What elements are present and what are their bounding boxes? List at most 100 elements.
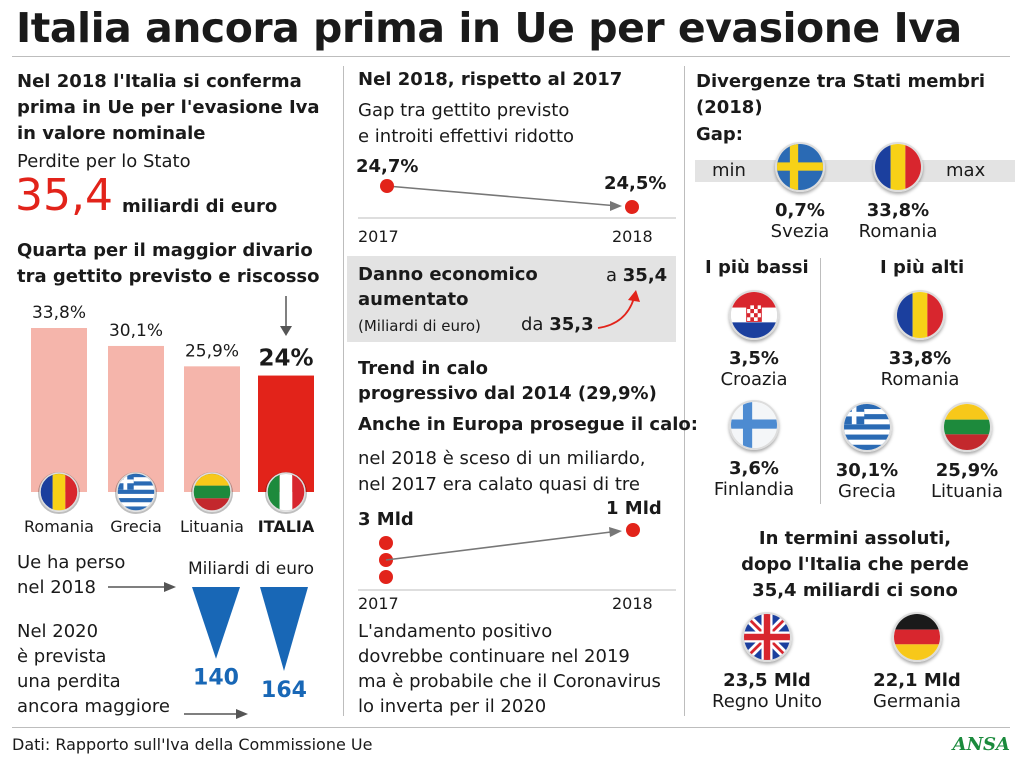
bar-grecia — [108, 345, 164, 492]
flag-lituania-icon — [191, 472, 233, 514]
min-country: Svezia — [770, 221, 830, 242]
outlook-line: ma è probabile che il Coronavirus — [358, 671, 661, 692]
highest-country: Lituania — [931, 481, 1003, 502]
rank-heading-line: Quarta per il maggior divario — [17, 240, 313, 261]
gap-description-line: e introiti effettivi ridotto — [358, 126, 575, 147]
damage-unit: (Miliardi di euro) — [358, 317, 481, 335]
europe-heading: Anche in Europa prosegue il calo: — [358, 414, 698, 435]
eu-lost-line: Ue ha perso — [17, 552, 126, 573]
lowest-country: Finlandia — [713, 479, 795, 500]
forecast-line: Nel 2020 — [17, 621, 99, 642]
lowest-country: Croazia — [720, 369, 788, 390]
footer-divider — [12, 727, 1010, 728]
gap-description-line: Gap tra gettito previsto — [358, 100, 570, 121]
trend-heading-line: Trend in calo — [358, 358, 488, 379]
flag-lithuania-icon — [942, 402, 992, 452]
flag-croatia-icon — [729, 290, 779, 340]
left-heading: Nel 2018 l'Italia si conferma prima in U… — [17, 69, 320, 147]
damage-from: da 35,3 — [521, 314, 594, 335]
europe-point-label: 1 Mld — [606, 498, 662, 519]
outlook-line: dovrebbe continuare nel 2019 — [358, 646, 630, 667]
trend-heading: Trend in calo progressivo dal 2014 (29,9… — [358, 356, 657, 406]
gap-point — [625, 200, 639, 214]
absolute-country: Regno Unito — [712, 691, 822, 712]
forecast-label: Nel 2020 è prevista una perdita ancora m… — [17, 619, 170, 719]
title-divider — [12, 56, 1010, 57]
bar-category-label: ITALIA — [258, 517, 315, 536]
source-note: Dati: Rapporto sull'Iva della Commission… — [12, 735, 373, 754]
damage-heading-line: Danno economico — [358, 264, 538, 285]
gap-x-tick: 2017 — [358, 227, 399, 246]
absolute-heading: In termini assoluti, dopo l'Italia che p… — [700, 526, 1010, 604]
lowest-highest-divider — [820, 258, 821, 504]
gap-label: Gap: — [696, 124, 744, 145]
right-heading-line: (2018) — [696, 97, 763, 118]
absolute-heading-line: 35,4 miliardi ci sono — [752, 580, 958, 601]
europe-description: nel 2018 è sceso di un miliardo, nel 201… — [358, 446, 646, 498]
gap-point-label: 24,5% — [604, 173, 666, 194]
forecast-line: è prevista — [17, 646, 107, 667]
ansa-logo: ANSA — [952, 734, 1010, 755]
column-divider-2 — [684, 66, 685, 716]
europe-description-line: nel 2017 era calato quasi di tre — [358, 474, 640, 495]
flag-romania-icon — [895, 290, 945, 340]
outlook-line: L'andamento positivo — [358, 621, 553, 642]
left-heading-line: Nel 2018 l'Italia si conferma — [17, 71, 302, 92]
damage-to-prefix: a — [606, 265, 618, 286]
gap-trend-line — [386, 185, 619, 207]
highest-item: 30,1% Grecia — [817, 460, 917, 502]
absolute-value: 22,1 Mld — [873, 670, 961, 691]
bar-italia — [258, 375, 314, 492]
bar-category-label: Grecia — [110, 517, 162, 536]
forecast-line: una perdita — [17, 671, 121, 692]
highest-heading: I più alti — [880, 257, 965, 278]
bar-value-label: 24% — [258, 346, 313, 372]
flag-romania-icon — [38, 472, 80, 514]
gap-max-label: max — [946, 160, 986, 181]
right-heading-line: Divergenze tra Stati membri — [696, 71, 986, 92]
arrow-right-icon — [609, 527, 622, 537]
max-value: 33,8% — [866, 200, 930, 221]
highest-item: 25,9% Lituania — [917, 460, 1017, 502]
arrow-right-icon — [184, 709, 248, 719]
europe-x-tick: 2018 — [612, 594, 653, 613]
highest-country: Romania — [880, 369, 960, 390]
losses-unit: miliardi di euro — [122, 196, 278, 217]
lowest-item: 3,6% Finlandia — [704, 458, 804, 500]
flag-grecia-icon — [115, 472, 157, 514]
europe-description-line: nel 2018 è sceso di un miliardo, — [358, 448, 646, 469]
forecast-line: ancora maggiore — [17, 696, 171, 717]
europe-point-2018 — [626, 523, 640, 537]
damage-box — [347, 256, 676, 342]
min-country-block: 0,7% Svezia — [750, 200, 850, 242]
europe-x-tick: 2017 — [358, 594, 399, 613]
eu-lost-line: nel 2018 — [17, 577, 97, 598]
absolute-value: 23,5 Mld — [723, 670, 811, 691]
damage-heading-line: aumentato — [358, 289, 469, 310]
gap-x-tick: 2018 — [612, 227, 653, 246]
europe-trend-line — [385, 530, 620, 561]
absolute-country: Germania — [872, 691, 962, 712]
gap-point — [380, 179, 394, 193]
damage-from-prefix: da — [521, 314, 544, 335]
absolute-heading-line: dopo l'Italia che perde — [741, 554, 969, 575]
gap-min-label: min — [712, 160, 746, 181]
lowest-value: 3,5% — [729, 348, 779, 369]
right-heading: Divergenze tra Stati membri (2018) — [696, 69, 985, 121]
flag-uk-icon — [742, 612, 792, 662]
rank-heading: Quarta per il maggior divario tra gettit… — [17, 238, 320, 290]
outlook-line: lo inverta per il 2020 — [358, 696, 547, 717]
absolute-item: 22,1 Mld Germania — [847, 670, 987, 712]
rank-heading-line: tra gettito previsto e riscosso — [17, 266, 320, 287]
column-divider-1 — [343, 66, 344, 716]
damage-to: a 35,4 — [606, 265, 667, 286]
page-title: Italia ancora prima in Ue per evasione I… — [16, 4, 962, 52]
absolute-item: 23,5 Mld Regno Unito — [697, 670, 837, 712]
absolute-heading-line: In termini assoluti, — [758, 528, 952, 549]
highest-item: 33,8% Romania — [860, 348, 980, 390]
europe-point-2017 — [379, 536, 393, 550]
flag-italia-icon — [265, 472, 307, 514]
lowest-heading: I più bassi — [705, 257, 809, 278]
flag-sweden-icon — [775, 142, 825, 192]
damage-to-value: 35,4 — [622, 265, 668, 286]
